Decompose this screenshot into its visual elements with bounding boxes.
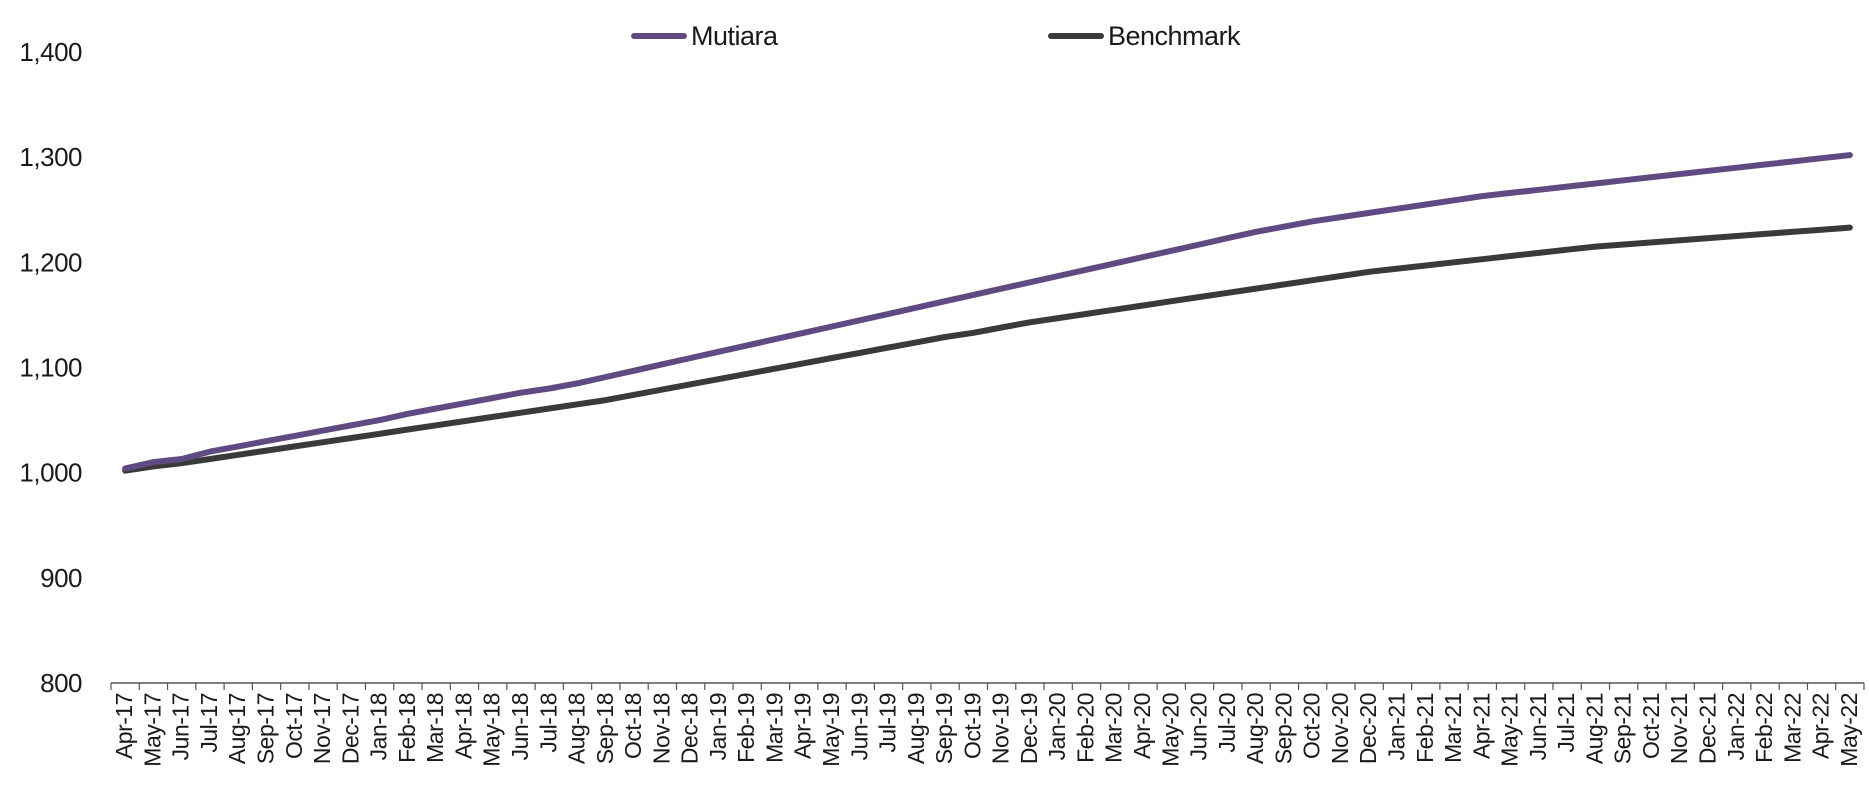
x-tick-label: Aug-20	[1242, 693, 1268, 764]
x-tick-label: Jun-18	[507, 693, 533, 760]
x-tick-label: Oct-18	[620, 693, 646, 759]
x-tick-label: Nov-18	[648, 693, 674, 764]
x-tick-label: Sep-21	[1610, 693, 1636, 764]
x-tick-label: Jan-18	[366, 693, 392, 760]
x-tick-label: Aug-17	[224, 693, 250, 764]
x-tick-label: Feb-19	[733, 693, 759, 763]
x-tick-label: Mar-20	[1101, 693, 1127, 763]
series-line-mutiara	[122, 152, 1853, 472]
x-tick-label: Dec-18	[677, 693, 703, 764]
x-tick-label: Mar-19	[761, 693, 787, 763]
x-tick-label: May-22	[1836, 693, 1862, 767]
x-tick-label: Feb-20	[1072, 693, 1098, 763]
x-tick-label: Jan-19	[705, 693, 731, 760]
legend-label-benchmark: Benchmark	[1108, 21, 1241, 51]
x-tick-label: May-20	[1157, 693, 1183, 767]
x-tick-label: Apr-21	[1468, 693, 1494, 759]
y-tick-label: 1,400	[19, 37, 82, 67]
x-tick-label: Dec-19	[1016, 693, 1042, 764]
x-tick-label: Sep-17	[253, 693, 279, 764]
y-tick-label: 800	[40, 668, 82, 698]
x-axis: Apr-17 May-17 Jun-17 Jul-17 Aug-17 Sep-17 Oct-…	[110, 682, 1865, 767]
y-tick-label: 1,300	[19, 142, 82, 172]
x-tick-label: Jul-20	[1214, 693, 1240, 753]
x-tick-label: Apr-19	[790, 693, 816, 759]
x-tick-label: Jun-21	[1525, 693, 1551, 760]
x-tick-label: Feb-22	[1751, 693, 1777, 763]
x-tick-label: Apr-22	[1808, 693, 1834, 759]
x-tick-label: Dec-20	[1355, 693, 1381, 764]
x-tick-label: Sep-19	[931, 693, 957, 764]
x-tick-label: Nov-17	[309, 693, 335, 764]
legend-label-mutiara: Mutiara	[691, 21, 779, 51]
x-tick-label: Jan-22	[1723, 693, 1749, 760]
x-tick-label: Nov-20	[1327, 693, 1353, 764]
x-tick-label: Aug-19	[903, 693, 929, 764]
x-tick-label: Mar-18	[422, 693, 448, 763]
x-tick-label: Jul-17	[196, 693, 222, 753]
legend: Mutiara Benchmark	[631, 21, 1242, 51]
x-tick-label: Oct-21	[1638, 693, 1664, 759]
x-tick-label: Aug-21	[1581, 693, 1607, 764]
x-tick-label: Jul-21	[1553, 693, 1579, 753]
x-tick-label: Dec-17	[337, 693, 363, 764]
x-tick-label: Nov-21	[1666, 693, 1692, 764]
y-tick-label: 900	[40, 563, 82, 593]
x-tick-label: Aug-18	[564, 693, 590, 764]
x-tick-label: May-17	[139, 693, 165, 767]
x-tick-label: Sep-18	[592, 693, 618, 764]
x-tick-label: Feb-21	[1412, 693, 1438, 763]
x-tick-label: May-18	[479, 693, 505, 767]
series-layer	[122, 152, 1853, 474]
x-tick-label: Feb-18	[394, 693, 420, 763]
x-tick-label: May-21	[1497, 693, 1523, 767]
y-tick-label: 1,100	[19, 353, 82, 383]
x-tick-label: Mar-21	[1440, 693, 1466, 763]
x-tick-label: Nov-19	[988, 693, 1014, 764]
x-tick-label: Jun-20	[1186, 693, 1212, 760]
x-tick-label: Jun-17	[168, 693, 194, 760]
x-tick-label: May-19	[818, 693, 844, 767]
x-tick-label: Jul-18	[535, 693, 561, 753]
series-line-benchmark	[122, 224, 1853, 474]
x-tick-label: Oct-20	[1299, 693, 1325, 759]
x-tick-label: Mar-22	[1779, 693, 1805, 763]
x-tick-label: Apr-20	[1129, 693, 1155, 759]
x-tick-label: Jan-21	[1383, 693, 1409, 760]
x-tick-label: Apr-17	[111, 693, 137, 759]
x-tick-label: Sep-20	[1270, 693, 1296, 764]
x-tick-label: Jan-20	[1044, 693, 1070, 760]
x-tick-label: Dec-21	[1694, 693, 1720, 764]
y-tick-label: 1,200	[19, 247, 82, 277]
x-tick-label: Jul-19	[875, 693, 901, 753]
x-tick-label: Oct-19	[959, 693, 985, 759]
x-tick-label: Oct-17	[281, 693, 307, 759]
x-tick-label: Apr-18	[450, 693, 476, 759]
x-tick-label: Jun-19	[846, 693, 872, 760]
y-tick-label: 1,000	[19, 458, 82, 488]
y-axis: 800 900 1,000 1,100 1,200 1,300 1,400	[19, 37, 82, 698]
